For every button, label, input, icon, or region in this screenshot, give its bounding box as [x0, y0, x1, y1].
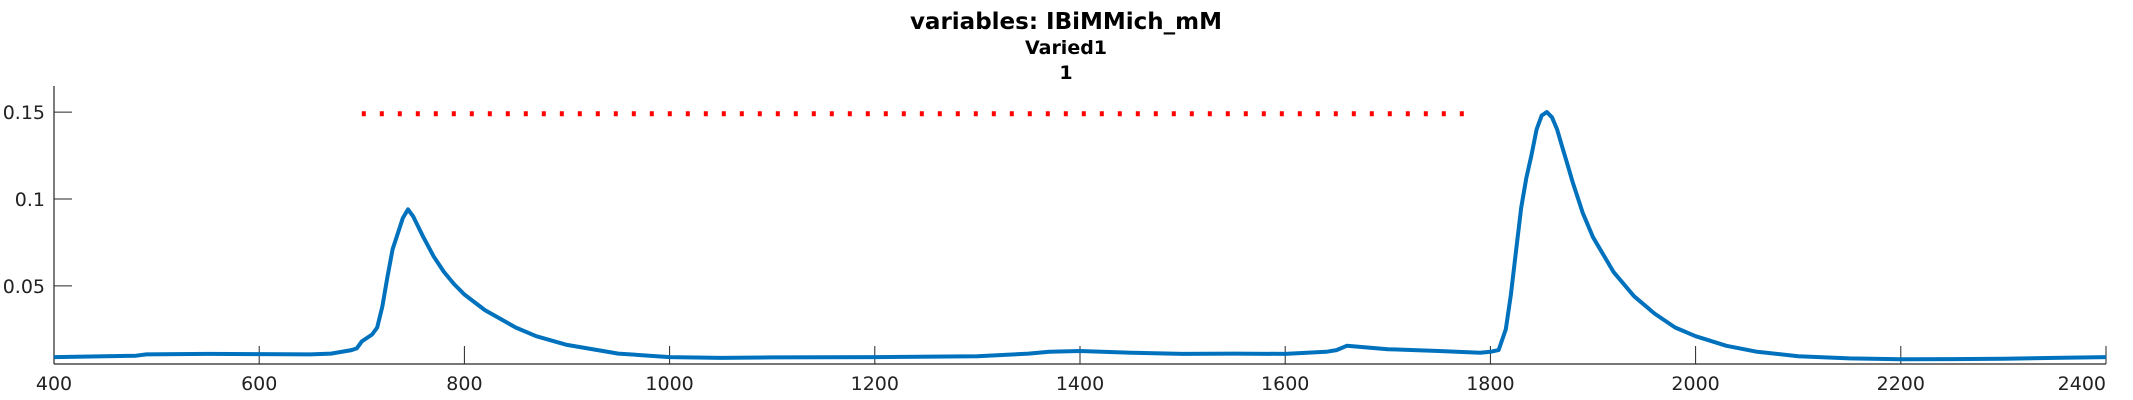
chart-series-layer	[53, 110, 2107, 362]
x-tick-label: 400	[36, 373, 72, 395]
y-tick-label: 0.05	[3, 276, 45, 298]
x-tick-label: 1600	[1261, 373, 1309, 395]
y-tick-label: 0.15	[3, 102, 45, 124]
chart-title-line-1: variables: IBiMMich_mM	[910, 9, 1222, 35]
x-tick-label: 1800	[1466, 373, 1514, 395]
x-tick-label: 600	[241, 373, 277, 395]
chart-title-line-3: 1	[1059, 62, 1072, 84]
x-tick-label: 2200	[1877, 373, 1925, 395]
x-tick-label: 1200	[851, 373, 899, 395]
series-line-main	[53, 110, 2107, 362]
x-tick-label: 1000	[645, 373, 693, 395]
x-tick-label: 1400	[1056, 373, 1104, 395]
chart-axes: 400 600 800 1000 1200 1400 1600 1800 2000 2200 240…	[3, 86, 2107, 395]
chart-title: variables: IBiMMich_mM Varied1 1	[910, 9, 1222, 84]
y-tick-label: 0.1	[15, 189, 45, 211]
x-tick-label: 800	[446, 373, 482, 395]
x-tick-label: 2400	[2058, 373, 2106, 395]
x-tick-label: 2000	[1671, 373, 1719, 395]
chart-title-line-2: Varied1	[1025, 37, 1107, 59]
